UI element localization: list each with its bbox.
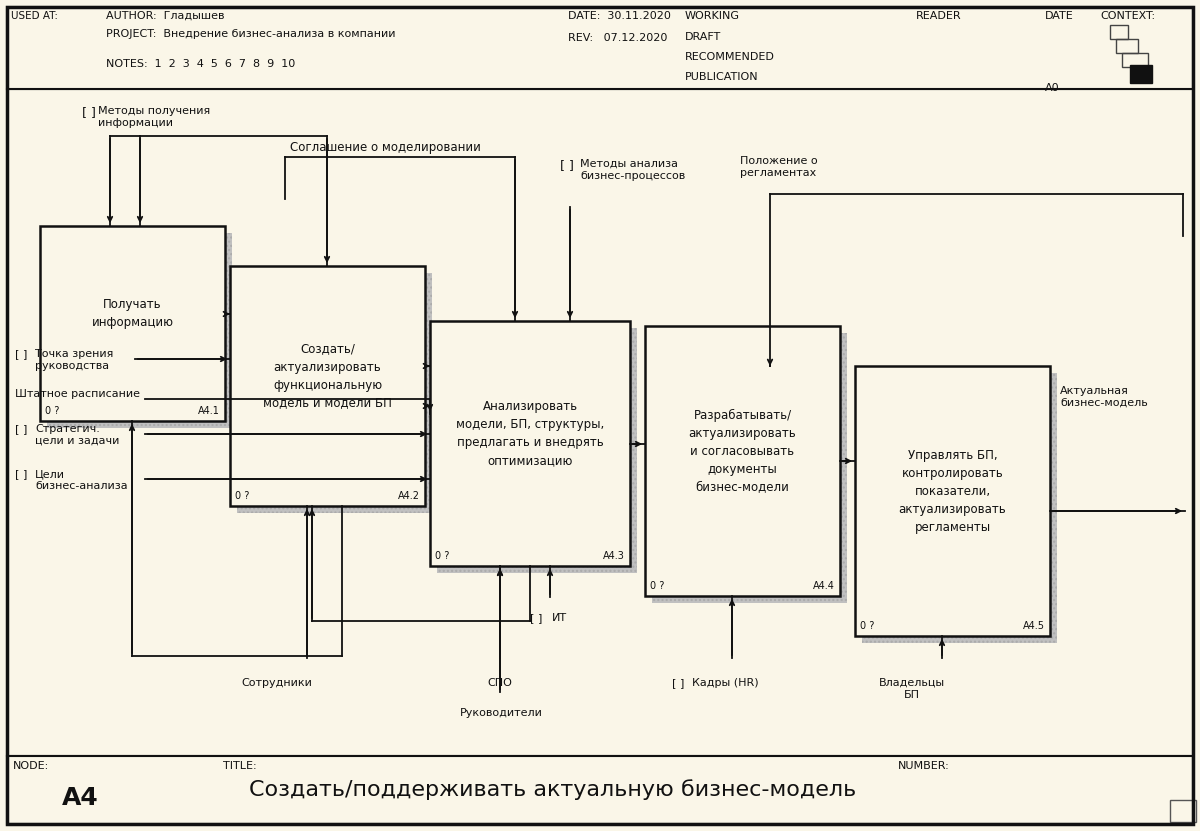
Bar	[437, 328, 637, 573]
Text: NOTES:  1  2  3  4  5  6  7  8  9  10: NOTES: 1 2 3 4 5 6 7 8 9 10	[106, 59, 295, 69]
Text: USED AT:: USED AT:	[11, 11, 58, 21]
Text: 0 ?: 0 ?	[436, 551, 449, 561]
Bar	[40, 226, 226, 421]
Text: Цели
бизнес-анализа: Цели бизнес-анализа	[35, 469, 127, 490]
Text: Кадры (HR): Кадры (HR)	[692, 678, 758, 688]
Bar	[1110, 25, 1128, 39]
Text: Владельцы
БП: Владельцы БП	[878, 678, 946, 700]
Text: [ ]: [ ]	[14, 424, 28, 434]
Bar	[430, 321, 630, 566]
Text: 0 ?: 0 ?	[650, 581, 665, 591]
Text: [ ]: [ ]	[14, 349, 28, 359]
Text: 0 ?: 0 ?	[46, 406, 59, 416]
Bar	[652, 333, 847, 603]
Bar	[1130, 65, 1152, 83]
Text: Штатное расписание: Штатное расписание	[14, 389, 140, 399]
Text: Сотрудники: Сотрудники	[241, 678, 312, 688]
Text: Актуальная
бизнес-модель: Актуальная бизнес-модель	[1060, 386, 1147, 407]
Bar	[1122, 53, 1148, 67]
Text: [ ]: [ ]	[560, 159, 574, 172]
Text: A0: A0	[1045, 83, 1060, 93]
Text: AUTHOR:  Гладышев: AUTHOR: Гладышев	[106, 11, 224, 21]
Bar	[230, 266, 425, 506]
Text: Руководители: Руководители	[460, 708, 542, 718]
Text: A4.3: A4.3	[604, 551, 625, 561]
Text: Управлять БП,
контролировать
показатели,
актуализировать
регламенты: Управлять БП, контролировать показатели,…	[899, 449, 1007, 534]
Text: CONTEXT:: CONTEXT:	[1100, 11, 1156, 21]
Text: 0 ?: 0 ?	[235, 491, 250, 501]
Text: ИТ: ИТ	[552, 613, 568, 623]
Text: Методы анализа
бизнес-процессов: Методы анализа бизнес-процессов	[580, 159, 685, 180]
Text: Стратегич.
цели и задачи: Стратегич. цели и задачи	[35, 424, 119, 445]
Text: NUMBER:: NUMBER:	[898, 761, 949, 771]
Bar	[1116, 39, 1138, 53]
Bar	[646, 326, 840, 596]
Text: Создать/
актуализировать
функциональную
модель и модели БП: Создать/ актуализировать функциональную …	[263, 342, 392, 410]
Text: Получать
информацию: Получать информацию	[91, 298, 174, 329]
Text: Методы получения
информации: Методы получения информации	[98, 106, 210, 128]
Bar	[7, 756, 1193, 824]
Text: REV:   07.12.2020: REV: 07.12.2020	[568, 33, 667, 43]
Text: A4.5: A4.5	[1022, 621, 1045, 631]
Bar	[47, 233, 232, 428]
Bar	[680, 7, 910, 27]
Text: PROJECT:  Внедрение бизнес-анализа в компании: PROJECT: Внедрение бизнес-анализа в комп…	[106, 29, 396, 39]
Text: A4.1: A4.1	[198, 406, 220, 416]
Text: Положение о
регламентах: Положение о регламентах	[740, 156, 817, 178]
Text: СПО: СПО	[487, 678, 512, 688]
Text: [ ]: [ ]	[672, 678, 684, 688]
Text: Соглашение о моделировании: Соглашение о моделировании	[290, 141, 481, 154]
Text: [ ]: [ ]	[530, 613, 542, 623]
Text: Анализировать
модели, БП, структуры,
предлагать и внедрять
оптимизацию: Анализировать модели, БП, структуры, пре…	[456, 400, 604, 467]
Text: RECOMMENDED: RECOMMENDED	[685, 52, 775, 62]
Text: PUBLICATION: PUBLICATION	[685, 72, 758, 82]
Text: Создать/поддерживать актуальную бизнес-модель: Создать/поддерживать актуальную бизнес-м…	[248, 779, 856, 800]
Bar	[1170, 800, 1196, 822]
Bar	[854, 366, 1050, 636]
Text: READER: READER	[916, 11, 961, 21]
Text: WORKING: WORKING	[685, 11, 740, 21]
Text: [ ]: [ ]	[82, 106, 96, 119]
Text: Точка зрения
руководства: Точка зрения руководства	[35, 349, 113, 371]
Bar	[238, 273, 432, 513]
Text: TITLE:: TITLE:	[223, 761, 257, 771]
Text: DRAFT: DRAFT	[685, 32, 721, 42]
Text: DATE: DATE	[1045, 11, 1074, 21]
Text: DATE:  30.11.2020: DATE: 30.11.2020	[568, 11, 671, 21]
Text: [ ]: [ ]	[14, 469, 28, 479]
Text: NODE:: NODE:	[13, 761, 49, 771]
Text: A4.2: A4.2	[398, 491, 420, 501]
Text: A4.4: A4.4	[814, 581, 835, 591]
Text: Разрабатывать/
актуализировать
и согласовывать
документы
бизнес-модели: Разрабатывать/ актуализировать и согласо…	[689, 409, 797, 494]
Text: 0 ?: 0 ?	[860, 621, 875, 631]
Text: A4: A4	[62, 786, 98, 810]
Bar	[862, 373, 1057, 643]
Bar	[7, 7, 1193, 89]
